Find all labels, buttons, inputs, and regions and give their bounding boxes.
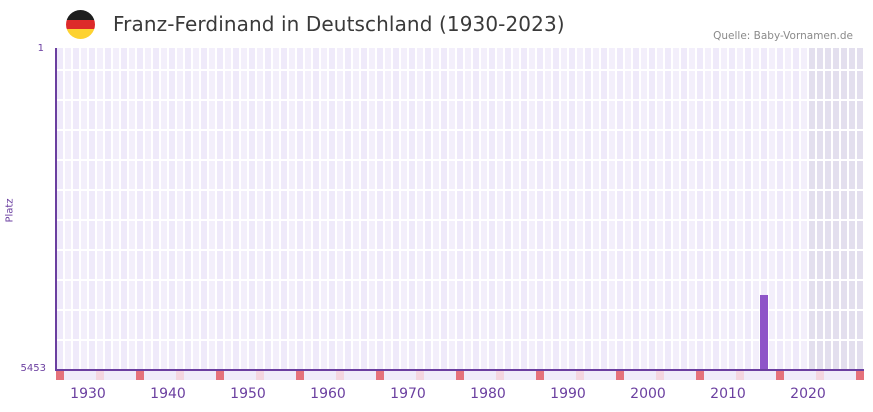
page-title: Franz-Ferdinand in Deutschland (1930-202… [113,12,565,36]
x-axis-label: 1950 [230,386,266,402]
y-axis-line [55,48,57,371]
x-axis-label: 1960 [310,386,346,402]
x-axis-label: 1930 [70,386,106,402]
y-axis-bottom-label: 5453 [20,363,46,374]
germany-flag-icon [66,10,95,39]
source-credit: Quelle: Baby-Vornamen.de [713,30,853,42]
x-axis-line [55,369,864,371]
x-axis-label: 2020 [790,386,826,402]
x-axis-label: 2010 [710,386,746,402]
x-axis-label: 1980 [470,386,506,402]
chart-plot-area [56,48,864,380]
x-axis-label: 1970 [390,386,426,402]
rank-bar [760,294,768,370]
y-axis-top-label: 1 [37,43,44,54]
chart-grid [56,48,864,380]
x-axis-label: 1940 [150,386,186,402]
x-axis-label: 1990 [550,386,586,402]
x-axis-label: 2000 [630,386,666,402]
y-axis-title: Platz [4,198,16,223]
